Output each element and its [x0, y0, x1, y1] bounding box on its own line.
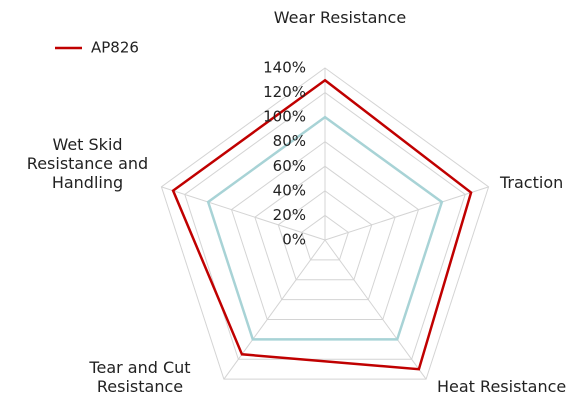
- series-line: [171, 78, 473, 371]
- r-tick-label: 0%: [282, 231, 306, 249]
- category-label: Traction: [500, 173, 564, 192]
- r-tick-label: 40%: [273, 181, 306, 199]
- category-label: Heat Resistance: [437, 377, 567, 396]
- grid-ring: [184, 91, 466, 360]
- spoke: [324, 239, 427, 380]
- grid-ring: [254, 165, 396, 301]
- category-label: Wear Resistance: [273, 8, 407, 27]
- spoke: [324, 186, 489, 241]
- series-line: [206, 115, 444, 341]
- spoke: [223, 239, 326, 380]
- spoke: [161, 186, 326, 241]
- r-tick-label: 60%: [273, 157, 306, 175]
- category-label: Tear and Cut Resistance: [89, 358, 191, 396]
- r-tick-label: 100%: [263, 108, 306, 126]
- r-tick-label: 140%: [263, 59, 306, 77]
- grid-ring: [301, 214, 349, 261]
- grid-ring: [160, 67, 490, 380]
- grid-ring: [277, 190, 373, 281]
- r-tick-label: 120%: [263, 83, 306, 101]
- r-tick-label: 20%: [273, 206, 306, 224]
- legend-label: AP826: [91, 39, 139, 57]
- grid-ring: [230, 141, 420, 321]
- r-tick-label: 80%: [273, 132, 306, 150]
- category-label: Wet Skid Resistance and Handling: [26, 135, 149, 192]
